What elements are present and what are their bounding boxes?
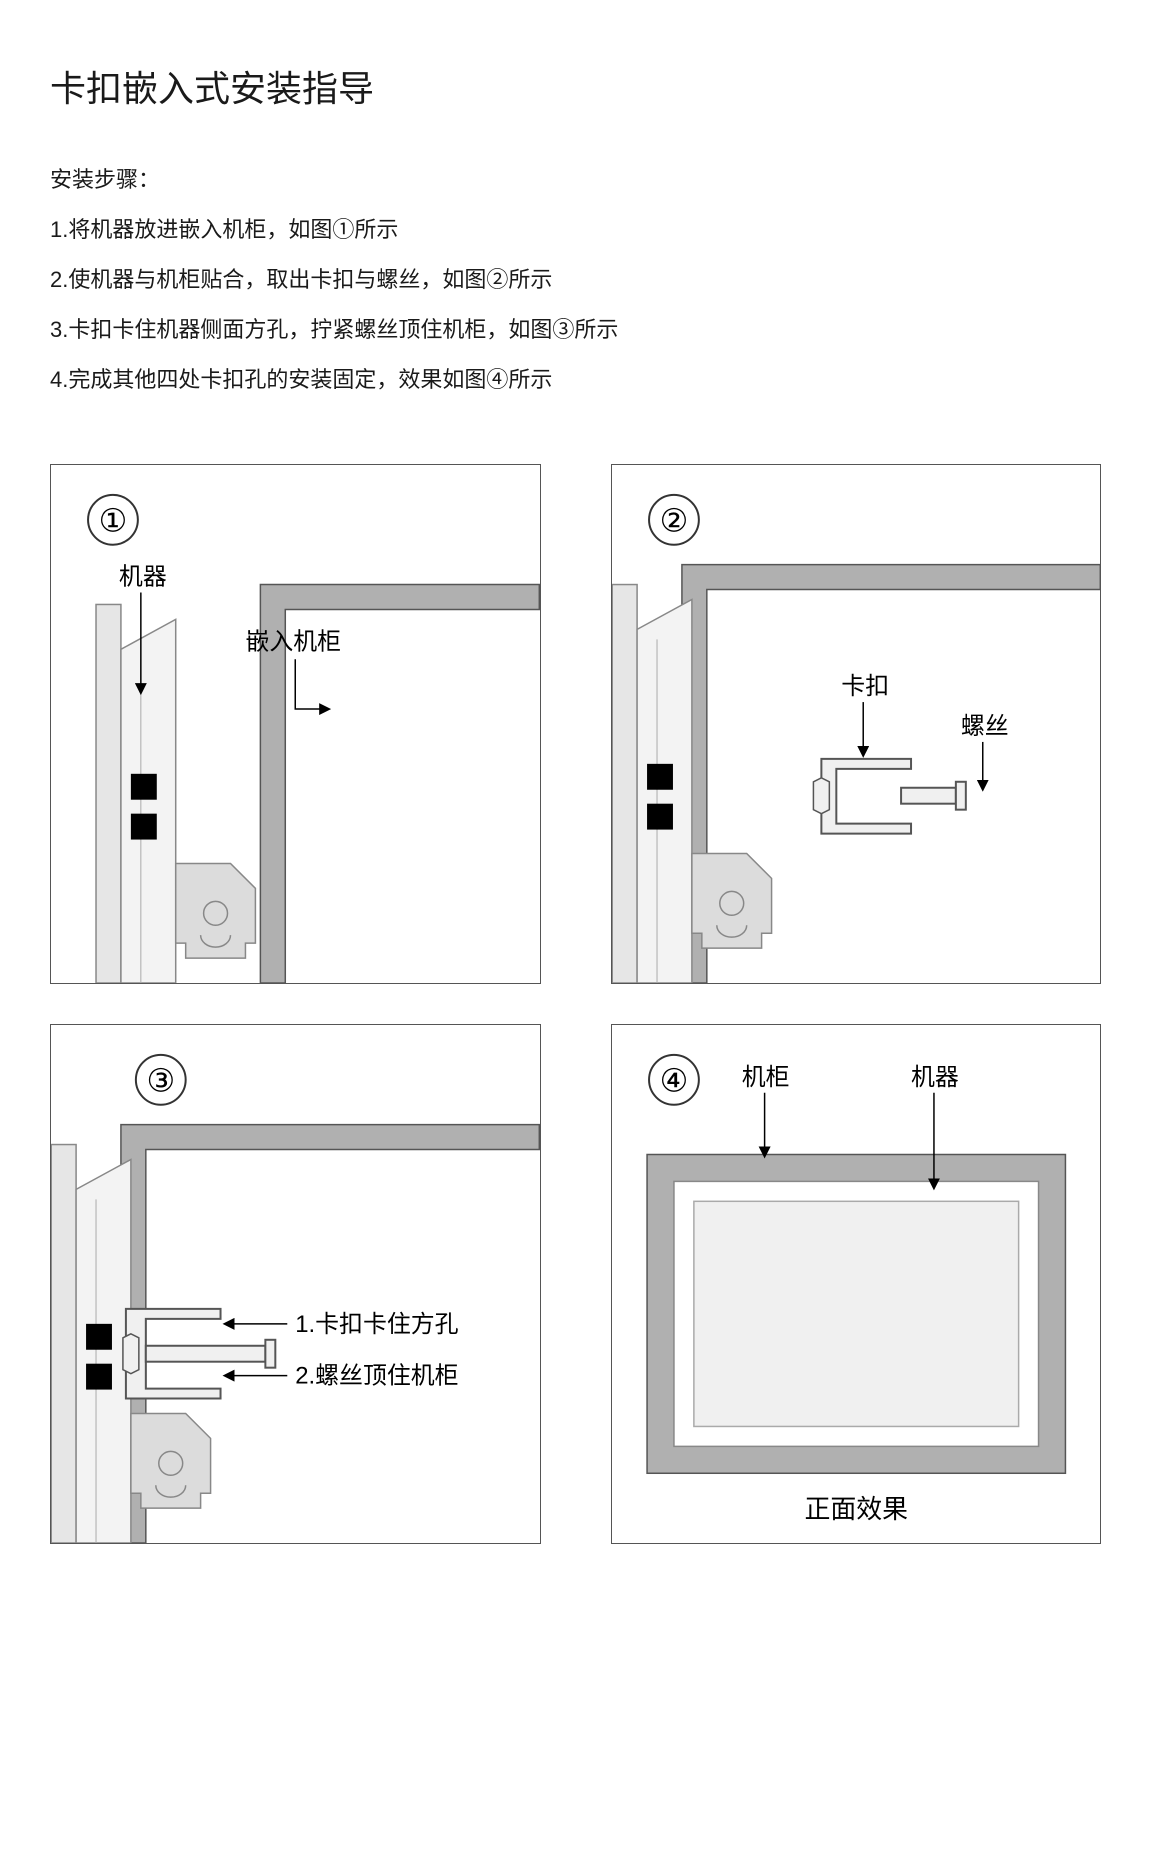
panel-3-num: ③ — [146, 1063, 175, 1099]
step-3: 3.卡扣卡住机器侧面方孔，拧紧螺丝顶住机柜，如图③所示 — [50, 312, 1101, 344]
steps-header: 安装步骤： — [50, 162, 1101, 194]
clip-icon — [813, 759, 965, 834]
panel-4-num: ④ — [659, 1063, 688, 1099]
panel-3: ③ 1.卡扣卡住方孔 2.螺丝顶住机柜 — [50, 1024, 541, 1544]
panel-4: ④ 机柜 机器 正面效果 — [611, 1024, 1102, 1544]
panel-1-machine-label: 机器 — [119, 564, 167, 591]
panel-1-cabinet-label: 嵌入机柜 — [245, 628, 341, 655]
step-1: 1.将机器放进嵌入机柜，如图①所示 — [50, 212, 1101, 244]
panel-1-num: ① — [99, 503, 128, 539]
panel-4-front-label: 正面效果 — [804, 1495, 908, 1524]
panel-2-clip-label: 卡扣 — [841, 673, 889, 700]
panel-3-action1-label: 1.卡扣卡住方孔 — [295, 1311, 458, 1338]
step-2: 2.使机器与机柜贴合，取出卡扣与螺丝，如图②所示 — [50, 262, 1101, 294]
panel-2-num: ② — [659, 503, 688, 539]
panel-1: ① 机器 嵌入机柜 — [50, 464, 541, 984]
panel-3-action2-label: 2.螺丝顶住机柜 — [295, 1363, 458, 1390]
panel-4-cabinet-label: 机柜 — [741, 1064, 789, 1091]
panel-2-screw-label: 螺丝 — [960, 713, 1008, 740]
panel-grid: ① 机器 嵌入机柜 — [50, 464, 1101, 1544]
step-4: 4.完成其他四处卡扣孔的安装固定，效果如图④所示 — [50, 362, 1101, 394]
clip-seated-icon — [123, 1309, 275, 1399]
panel-4-machine-label: 机器 — [911, 1064, 959, 1091]
page-title: 卡扣嵌入式安装指导 — [50, 60, 1101, 112]
panel-2: ② 卡扣 螺丝 — [611, 464, 1102, 984]
